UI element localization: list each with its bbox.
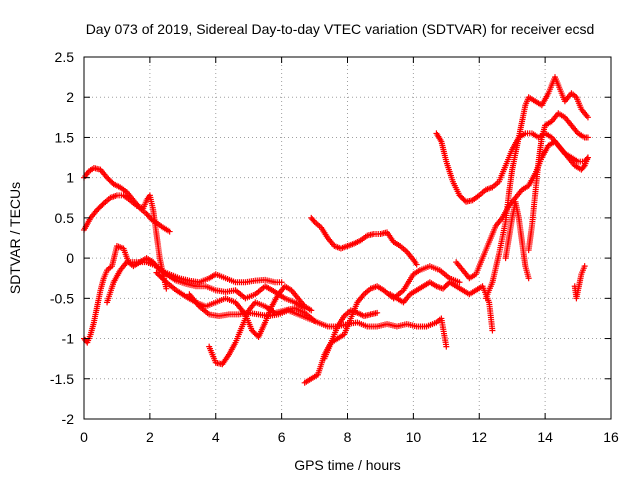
- chart-title: Day 073 of 2019, Sidereal Day-to-day VTE…: [86, 21, 595, 37]
- series-track-4: [104, 259, 308, 311]
- y-tick-label: 0.5: [55, 210, 75, 226]
- x-tick-label: 8: [344, 429, 352, 445]
- y-tick-label: -1: [62, 331, 75, 347]
- series-track-2: [81, 192, 170, 292]
- y-tick-label: -1.5: [50, 371, 74, 387]
- x-tick-label: 2: [146, 429, 154, 445]
- x-tick-label: 10: [406, 429, 422, 445]
- series-track-17: [571, 263, 588, 302]
- series-track-15: [525, 110, 591, 254]
- x-tick-label: 14: [537, 429, 553, 445]
- data-point: [584, 114, 591, 121]
- x-tick-label: 12: [471, 429, 487, 445]
- y-tick-label: -2: [62, 411, 75, 427]
- data-point: [489, 327, 496, 334]
- series-track-16: [502, 198, 532, 282]
- data-point: [584, 134, 591, 141]
- y-tick-label: -0.5: [50, 290, 74, 306]
- data-point: [525, 275, 532, 282]
- y-tick-label: 1: [66, 170, 74, 186]
- x-tick-label: 16: [603, 429, 619, 445]
- data-point: [278, 279, 285, 286]
- x-tick-label: 4: [212, 429, 220, 445]
- data-point: [580, 163, 587, 170]
- data-point: [456, 279, 463, 286]
- x-tick-label: 6: [278, 429, 286, 445]
- data-point: [311, 317, 318, 324]
- axis-ticks: 0 2 4 6 8 10 12 14 16 -2 -1.5 -1 -0.5 0 0.5 1 1.5 2 2.5: [50, 49, 619, 445]
- data-point: [310, 217, 317, 224]
- y-tick-label: 0: [66, 250, 74, 266]
- series-track-12: [433, 130, 591, 205]
- x-axis-label: GPS time / hours: [294, 457, 401, 473]
- y-tick-label: 2: [66, 89, 74, 105]
- series-track-7: [206, 299, 318, 368]
- data-point: [584, 154, 591, 161]
- data-point: [163, 285, 170, 292]
- series-track-14: [482, 74, 591, 302]
- data-point: [443, 343, 450, 350]
- data-point: [374, 309, 381, 316]
- y-axis-label: SDTVAR / TECUs: [7, 182, 23, 294]
- x-tick-label: 0: [80, 429, 88, 445]
- series-track-9: [321, 307, 381, 362]
- data-markers: [81, 74, 591, 386]
- series-track-10: [308, 214, 420, 268]
- grid-lines: [84, 57, 611, 419]
- y-tick-label: 1.5: [55, 129, 75, 145]
- data-point: [413, 261, 420, 268]
- y-tick-label: 2.5: [55, 49, 75, 65]
- data-point: [166, 228, 173, 235]
- series-track-11: [387, 279, 496, 334]
- data-point: [581, 263, 588, 270]
- data-point: [308, 307, 315, 314]
- data-point: [99, 201, 106, 208]
